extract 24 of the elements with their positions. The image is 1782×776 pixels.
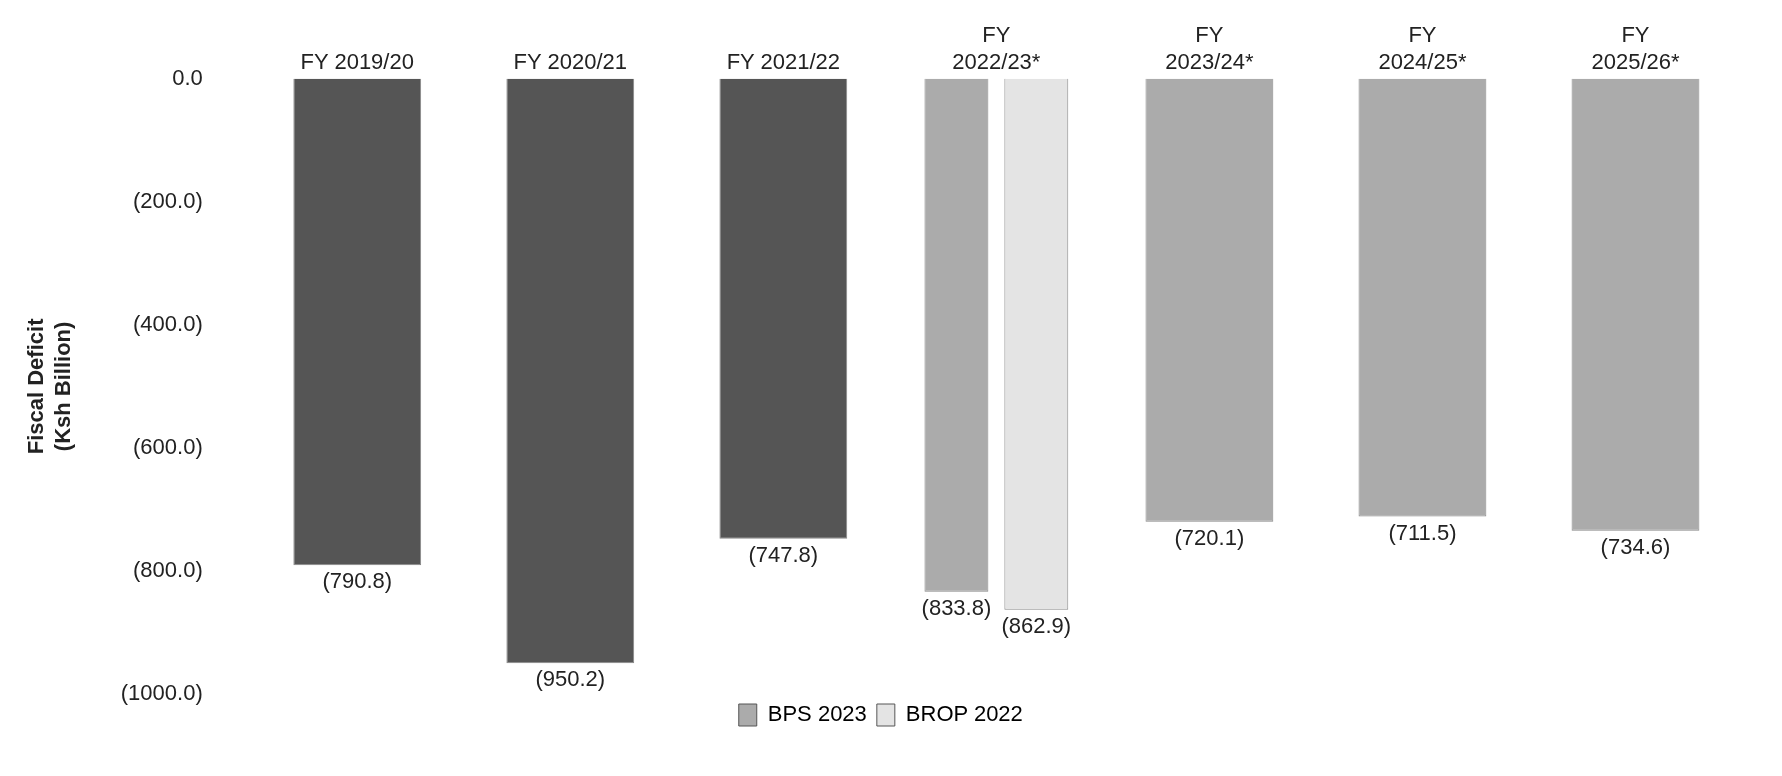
y-tick-label: 0.0: [172, 64, 203, 90]
legend-label: BROP 2022: [905, 701, 1023, 727]
legend-label: BPS 2023: [767, 701, 867, 727]
x-tick-label: FY 2019/20: [300, 48, 414, 74]
data-label: (720.1): [1174, 524, 1245, 550]
data-label: (734.6): [1600, 533, 1671, 559]
y-tick-label: (1000.0): [120, 680, 203, 706]
y-tick-label: (600.0): [133, 433, 203, 459]
data-label: (833.8): [921, 594, 992, 620]
y-tick-label: (400.0): [133, 310, 203, 336]
y-tick-label: (200.0): [133, 187, 203, 213]
x-tick-label: FY 2022/23*: [952, 22, 1041, 74]
data-label: (950.2): [535, 666, 606, 692]
data-label: (747.8): [748, 541, 819, 567]
data-label: (862.9): [1001, 612, 1072, 638]
y-axis-title: Fiscal Deficit (Ksh Billion): [23, 317, 75, 455]
data-label: (711.5): [1388, 519, 1457, 545]
x-tick-label: FY 2023/24*: [1165, 22, 1254, 74]
x-tick-label: FY 2025/26*: [1591, 22, 1680, 74]
data-label: (790.8): [322, 568, 393, 594]
y-tick-label: (800.0): [133, 557, 203, 583]
x-tick-label: FY 2020/21: [513, 48, 627, 74]
x-tick-label: FY 2024/25*: [1378, 22, 1467, 74]
x-tick-label: FY 2021/22: [726, 48, 841, 74]
